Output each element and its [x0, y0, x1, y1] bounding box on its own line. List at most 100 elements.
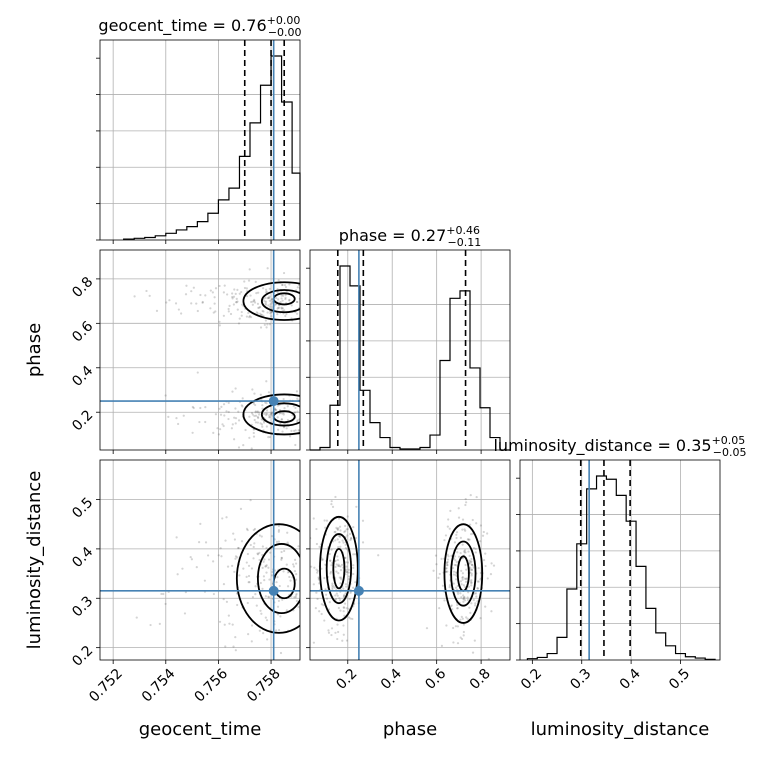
sample-point: [268, 295, 271, 298]
sample-point: [435, 563, 438, 566]
sample-point: [452, 582, 455, 585]
sample-point: [191, 431, 194, 434]
sample-point: [181, 567, 184, 570]
sample-point: [281, 283, 284, 287]
sample-point: [284, 285, 288, 289]
sample-point: [440, 557, 443, 560]
sample-point: [338, 564, 341, 568]
sample-point: [254, 414, 258, 417]
sample-point: [486, 532, 489, 535]
sample-point: [177, 422, 180, 426]
sample-point: [303, 309, 305, 311]
sample-point: [454, 574, 457, 577]
sample-point: [227, 401, 230, 405]
sample-point: [248, 581, 251, 584]
sample-point: [218, 620, 222, 623]
sample-point: [251, 595, 255, 599]
sample-point: [231, 423, 234, 426]
sample-point: [227, 410, 230, 414]
sample-point: [162, 592, 165, 596]
sample-point: [463, 595, 466, 599]
hist-panel-geocent_time-bg: [100, 40, 300, 240]
sample-point: [231, 292, 234, 295]
sample-point: [257, 413, 261, 416]
sample-point: [218, 320, 221, 323]
sample-point: [277, 279, 280, 282]
hist-luminosity_distance: [526, 475, 716, 660]
sample-point: [286, 419, 290, 422]
ytick-label-luminosity_distance: 0.5: [69, 495, 96, 522]
ytick-label-phase: 0.2: [69, 407, 96, 434]
sample-point: [473, 604, 477, 607]
sample-point: [231, 623, 234, 626]
sample-point: [339, 569, 343, 572]
sample-point: [303, 312, 305, 314]
sample-point: [352, 526, 355, 529]
sample-point: [337, 571, 340, 575]
sample-point: [254, 403, 257, 407]
sample-point: [261, 425, 264, 428]
sample-point: [259, 609, 262, 612]
sample-point: [484, 605, 487, 608]
sample-point: [296, 419, 299, 422]
sample-point: [305, 285, 307, 287]
sample-point: [451, 608, 454, 611]
sample-point: [237, 546, 240, 550]
sample-point: [473, 639, 476, 642]
sample-point: [304, 286, 306, 288]
sample-point: [471, 564, 474, 567]
sample-point: [450, 604, 453, 607]
sample-point: [285, 427, 288, 430]
sample-point: [266, 296, 269, 300]
sample-point: [466, 538, 470, 541]
sample-point: [282, 411, 285, 414]
sample-point: [256, 552, 259, 555]
sample-point: [259, 422, 262, 425]
sample-point: [341, 639, 344, 642]
sample-point: [462, 600, 465, 603]
sample-point: [253, 298, 256, 301]
sample-point: [265, 425, 268, 428]
ytick-label-luminosity_distance: 0.2: [69, 643, 96, 670]
sample-point: [240, 290, 243, 294]
sample-point: [265, 326, 268, 329]
sample-point: [345, 565, 348, 568]
hist-panel-luminosity_distance-grid: [520, 460, 720, 660]
sample-point: [223, 623, 226, 626]
sample-point: [253, 414, 256, 418]
sample-point: [337, 630, 340, 634]
sample-point: [268, 435, 272, 439]
sample-point: [306, 430, 308, 432]
sample-point: [219, 428, 222, 431]
sample-point: [470, 563, 473, 567]
ytick-label-phase: 0.6: [69, 318, 96, 345]
sample-point: [204, 294, 207, 297]
sample-point: [288, 298, 291, 301]
sample-point: [482, 530, 485, 534]
sample-point: [315, 542, 319, 546]
sample-point: [459, 636, 462, 639]
sample-point: [336, 594, 339, 597]
sample-point: [236, 300, 239, 303]
sample-point: [342, 606, 345, 609]
sample-point: [227, 417, 230, 421]
panel-phase-vs-geocent_time-bg: [100, 250, 300, 450]
sample-point: [280, 558, 283, 561]
sample-point: [236, 288, 239, 292]
sample-point: [294, 578, 298, 581]
sample-point: [220, 405, 223, 409]
sample-point: [338, 576, 341, 579]
sample-point: [338, 535, 342, 538]
sample-point: [282, 570, 285, 573]
sample-point: [270, 414, 273, 417]
sample-point: [293, 558, 297, 562]
xtick-label-luminosity_distance: 0.2: [518, 666, 545, 693]
xtick-label-phase: 0.6: [422, 666, 449, 693]
sample-point: [240, 310, 243, 314]
sample-point: [466, 596, 469, 599]
sample-point: [302, 557, 304, 559]
sample-point: [279, 615, 282, 618]
sample-point: [470, 560, 473, 563]
contour-outer: [242, 393, 300, 436]
sample-point: [267, 296, 270, 300]
